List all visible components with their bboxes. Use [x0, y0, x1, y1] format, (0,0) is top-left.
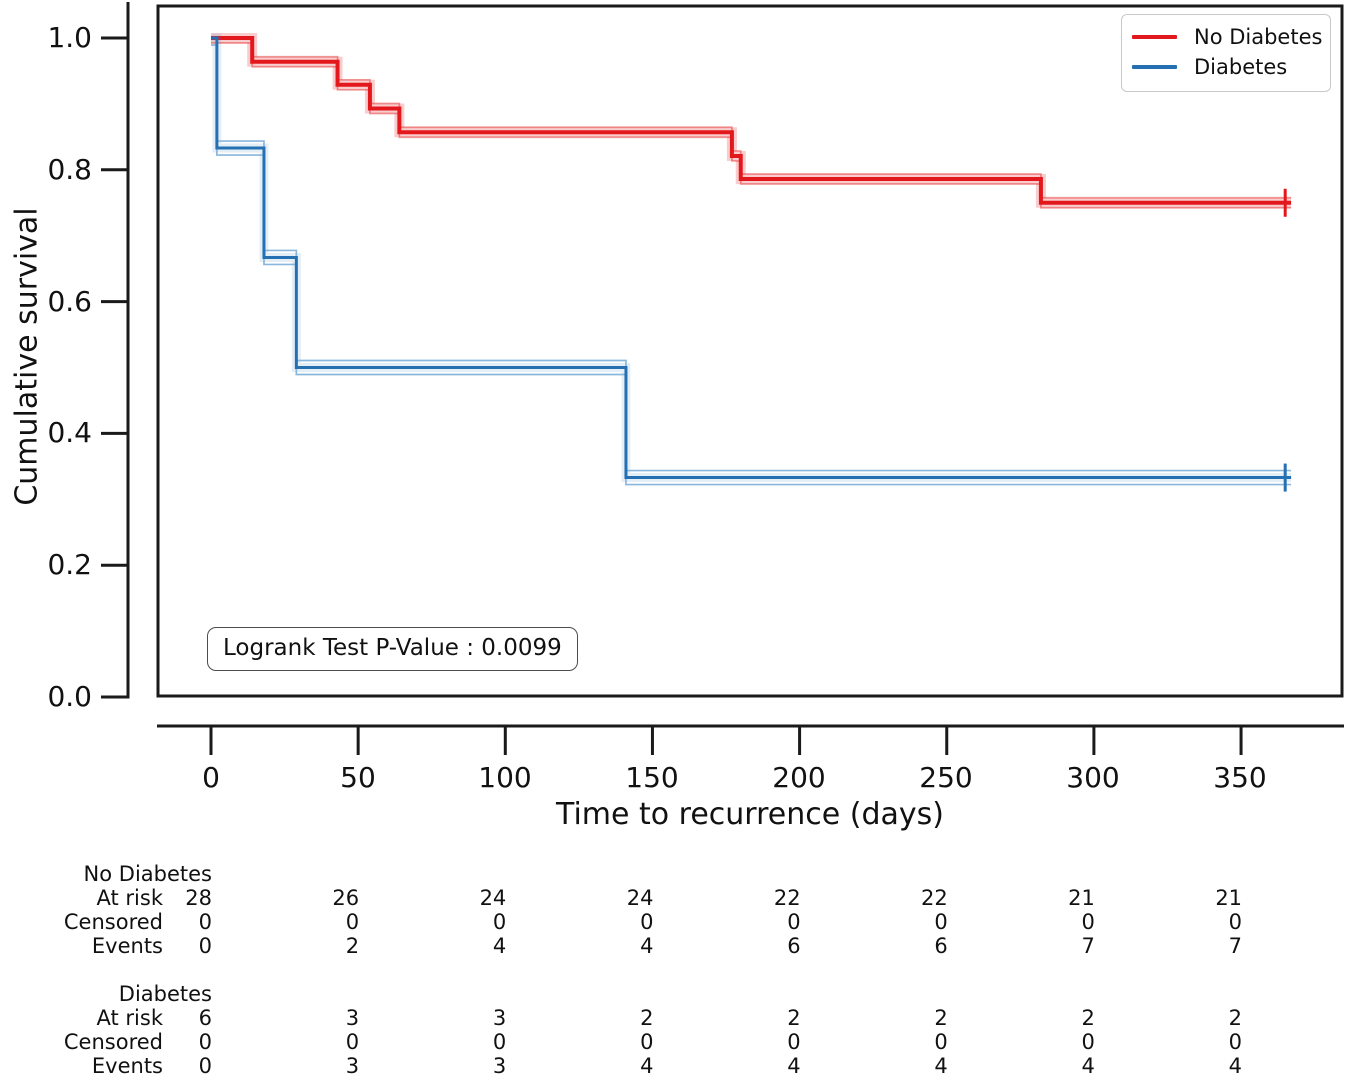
risk-value: 0 [492, 1030, 507, 1054]
risk-value: 0 [934, 1030, 948, 1054]
risk-value: 0 [1228, 910, 1243, 934]
risk-value: 0 [198, 1054, 212, 1075]
risk-value: 4 [787, 1054, 801, 1075]
risk-value: 0 [640, 910, 654, 934]
risk-group-name: No Diabetes [83, 862, 212, 886]
legend: No Diabetes Diabetes [1121, 14, 1331, 92]
legend-line-swatch-no-diabetes [1132, 35, 1177, 39]
risk-row-label: At risk [96, 1006, 163, 1030]
risk-value: 2 [1228, 1006, 1243, 1030]
risk-value: 4 [640, 1054, 654, 1075]
risk-value: 22 [773, 886, 801, 910]
risk-value: 7 [1081, 934, 1095, 958]
legend-item-diabetes: Diabetes [1132, 52, 1320, 82]
risk-value: 6 [934, 934, 948, 958]
ytick-label-0.6: 0.6 [47, 285, 92, 318]
risk-group-name: Diabetes [118, 982, 212, 1006]
risk-value: 0 [492, 910, 507, 934]
y-axis-title: Cumulative survival [9, 207, 45, 506]
risk-value: 4 [640, 934, 654, 958]
x-axis-title: Time to recurrence (days) [556, 797, 944, 832]
risk-value: 21 [1068, 886, 1095, 910]
risk-value: 3 [492, 1006, 507, 1030]
xtick-label-0: 0 [202, 761, 220, 794]
legend-line-swatch-diabetes [1132, 65, 1177, 69]
ytick-label-0.2: 0.2 [47, 548, 92, 581]
logrank-pvalue-annotation: Logrank Test P-Value : 0.0099 [207, 627, 578, 671]
risk-value: 0 [345, 1030, 360, 1054]
ytick-label-0.8: 0.8 [47, 153, 92, 186]
risk-value: 3 [345, 1054, 360, 1075]
risk-value: 6 [198, 1006, 212, 1030]
xtick-label-250: 250 [919, 761, 973, 794]
risk-value: 0 [198, 934, 212, 958]
risk-value: 7 [1228, 934, 1243, 958]
risk-row-label: Censored [63, 910, 163, 934]
risk-value: 2 [787, 1006, 801, 1030]
legend-item-no-diabetes: No Diabetes [1132, 22, 1323, 52]
risk-value: 0 [198, 1030, 212, 1054]
ytick-label-1.0: 1.0 [47, 21, 92, 54]
risk-value: 0 [787, 1030, 801, 1054]
ytick-label-0.0: 0.0 [47, 680, 92, 713]
xtick-label-300: 300 [1066, 761, 1120, 794]
risk-value: 22 [921, 886, 948, 910]
risk-value: 0 [198, 910, 212, 934]
survival-curve-no-diabetes [211, 36, 1292, 205]
risk-value: 2 [345, 934, 360, 958]
risk-value: 4 [1081, 1054, 1095, 1075]
risk-value: 2 [640, 1006, 654, 1030]
risk-value: 2 [1081, 1006, 1095, 1030]
risk-value: 28 [185, 886, 212, 910]
risk-value: 0 [640, 1030, 654, 1054]
xtick-label-200: 200 [772, 761, 826, 794]
risk-value: 0 [1228, 1030, 1243, 1054]
risk-value: 3 [345, 1006, 360, 1030]
risk-row-label: Events [91, 1054, 163, 1075]
ytick-label-0.4: 0.4 [47, 416, 92, 449]
risk-value: 24 [626, 886, 654, 910]
legend-label-diabetes: Diabetes [1194, 55, 1288, 79]
xtick-label-150: 150 [625, 761, 679, 794]
risk-value: 3 [492, 1054, 507, 1075]
plot-frame [156, 4, 1344, 698]
risk-value: 0 [1081, 910, 1095, 934]
xtick-label-100: 100 [478, 761, 532, 794]
legend-label-no-diabetes: No Diabetes [1194, 25, 1323, 49]
risk-value: 0 [345, 910, 360, 934]
risk-value: 4 [934, 1054, 948, 1075]
risk-value: 2 [934, 1006, 948, 1030]
risk-row-label: Censored [63, 1030, 163, 1054]
xtick-label-50: 50 [340, 761, 376, 794]
risk-value: 4 [492, 934, 507, 958]
risk-value: 24 [479, 886, 507, 910]
risk-value: 4 [1228, 1054, 1243, 1075]
xtick-label-350: 350 [1213, 761, 1267, 794]
risk-value: 0 [1081, 1030, 1095, 1054]
risk-value: 6 [787, 934, 801, 958]
risk-value: 0 [787, 910, 801, 934]
risk-value: 21 [1215, 886, 1243, 910]
risk-row-label: At risk [96, 886, 163, 910]
risk-value: 26 [332, 886, 360, 910]
survival-curve-diabetes [211, 36, 1292, 480]
risk-row-label: Events [91, 934, 163, 958]
risk-value: 0 [934, 910, 948, 934]
